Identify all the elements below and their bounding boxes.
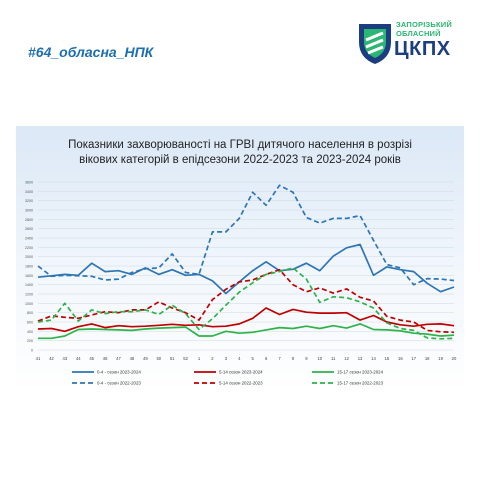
y-tick-label: 3400 bbox=[25, 190, 33, 194]
chart-background bbox=[16, 126, 464, 394]
series-line bbox=[37, 307, 455, 333]
legend-label: 0-4 - сезон 2022-2023 bbox=[97, 381, 141, 386]
y-tick-label: 1400 bbox=[25, 283, 33, 287]
y-tick-label: 1800 bbox=[25, 265, 33, 269]
x-tick-label: 45 bbox=[89, 356, 94, 361]
y-tick-label: 2600 bbox=[25, 227, 33, 231]
x-tick-label: 19 bbox=[438, 356, 443, 361]
x-tick-label: 15 bbox=[385, 356, 390, 361]
y-tick-label: 1000 bbox=[25, 302, 33, 306]
y-tick-label: 0 bbox=[31, 349, 33, 353]
x-tick-label: 13 bbox=[358, 356, 363, 361]
incidence-line-chart: Показники захворюваності на ГРВІ дитячог… bbox=[16, 126, 464, 394]
hashtag-title: #64_обласна_НПК bbox=[28, 44, 154, 60]
y-tick-label: 2400 bbox=[25, 237, 33, 241]
x-tick-label: 41 bbox=[36, 356, 41, 361]
series-lines bbox=[37, 184, 455, 340]
x-tick-label: 9 bbox=[305, 356, 308, 361]
y-tick-label: 600 bbox=[27, 321, 33, 325]
x-tick-label: 2 bbox=[211, 356, 214, 361]
logo-main-text: ЦКПХ bbox=[394, 38, 451, 60]
y-tick-label: 2200 bbox=[25, 246, 33, 250]
y-tick-label: 2000 bbox=[25, 255, 33, 259]
x-tick-label: 3 bbox=[225, 356, 228, 361]
x-tick-label: 18 bbox=[425, 356, 430, 361]
x-tick-label: 44 bbox=[76, 356, 81, 361]
x-tick-label: 10 bbox=[317, 356, 322, 361]
legend-label: 15-17 сезон 2022-2023 bbox=[337, 381, 384, 386]
x-tick-label: 12 bbox=[344, 356, 349, 361]
x-tick-label: 5 bbox=[252, 356, 255, 361]
x-tick-label: 17 bbox=[411, 356, 416, 361]
series-line bbox=[37, 267, 455, 340]
y-tick-label: 200 bbox=[27, 339, 33, 343]
x-tick-label: 14 bbox=[371, 356, 376, 361]
legend-label: 15-17 сезон 2023-2024 bbox=[337, 370, 384, 375]
series-line bbox=[38, 323, 455, 340]
chart-title-line1: Показники захворюваності на ГРВІ дитячог… bbox=[68, 139, 412, 151]
y-tick-label: 1200 bbox=[25, 293, 33, 297]
x-tick-label: 50 bbox=[156, 356, 161, 361]
x-tick-label: 51 bbox=[170, 356, 175, 361]
x-tick-label: 8 bbox=[292, 356, 295, 361]
chart-panel: Показники захворюваності на ГРВІ дитячог… bbox=[16, 126, 464, 394]
y-tick-label: 1600 bbox=[25, 274, 33, 278]
x-tick-label: 16 bbox=[398, 356, 403, 361]
x-tick-label: 42 bbox=[49, 356, 54, 361]
x-tick-label: 6 bbox=[265, 356, 268, 361]
y-tick-label: 2800 bbox=[25, 218, 33, 222]
y-tick-label: 3600 bbox=[25, 181, 33, 185]
x-tick-label: 4 bbox=[238, 356, 241, 361]
logo-line1: ЗАПОРІЗЬКИЙ bbox=[396, 20, 452, 29]
series-line bbox=[37, 268, 455, 334]
x-tick-label: 20 bbox=[452, 356, 457, 361]
x-axis-ticks: 41 42 43 44 45 46 47 48 49 50 51 52 1 2 3 4 5 6 7 8 9 10 11 12 1… bbox=[36, 356, 457, 361]
x-tick-label: 52 bbox=[183, 356, 188, 361]
logo-line2: ОБЛАСНИЙ bbox=[396, 28, 441, 38]
x-tick-label: 7 bbox=[278, 356, 281, 361]
y-tick-label: 400 bbox=[27, 330, 33, 334]
x-tick-label: 43 bbox=[63, 356, 68, 361]
x-tick-label: 1 bbox=[198, 356, 201, 361]
y-tick-label: 3000 bbox=[25, 209, 33, 213]
x-tick-label: 48 bbox=[130, 356, 135, 361]
x-tick-label: 11 bbox=[331, 356, 336, 361]
x-tick-label: 46 bbox=[103, 356, 108, 361]
y-tick-label: 800 bbox=[27, 311, 33, 315]
x-tick-label: 49 bbox=[143, 356, 148, 361]
legend-label: 0-4 - сезон 2023-2024 bbox=[97, 370, 141, 375]
logo: ЗАПОРІЗЬКИЙ ОБЛАСНИЙ ЦКПХ bbox=[356, 18, 466, 68]
y-axis-ticks: 0 200 400 600 800 1000 1200 1400 1600 1800 2000 220… bbox=[25, 181, 33, 353]
chart-title-line2: вікових категорій в епідсезони 2022-2023… bbox=[79, 154, 401, 166]
legend-label: 5-14 сезон 2022-2023 bbox=[219, 381, 263, 386]
x-tick-label: 47 bbox=[116, 356, 121, 361]
series-line bbox=[37, 184, 455, 286]
legend-label: 5-14 сезон 2023-2024 bbox=[219, 370, 263, 375]
chart-legend: 0-4 - сезон 2023-2024 5-14 сезон 2023-202… bbox=[72, 370, 384, 386]
y-tick-label: 3200 bbox=[25, 199, 33, 203]
series-line bbox=[37, 243, 455, 295]
logo-emblem-icon bbox=[359, 24, 391, 64]
